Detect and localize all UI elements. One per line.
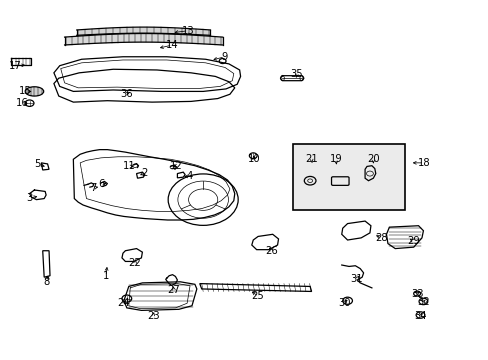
Text: 31: 31: [349, 274, 362, 284]
Text: 36: 36: [120, 89, 133, 99]
Text: 30: 30: [337, 298, 350, 308]
Text: 13: 13: [182, 26, 195, 36]
Text: 19: 19: [329, 154, 342, 164]
Text: 26: 26: [264, 246, 277, 256]
Text: 33: 33: [410, 289, 423, 298]
Text: 35: 35: [290, 68, 303, 78]
Text: 7: 7: [90, 183, 97, 193]
Text: 1: 1: [102, 271, 109, 282]
Text: 23: 23: [146, 311, 159, 321]
Bar: [292, 144, 404, 210]
Text: 27: 27: [167, 285, 180, 295]
Ellipse shape: [25, 87, 43, 96]
Text: 28: 28: [374, 233, 387, 243]
Text: 3: 3: [26, 193, 33, 203]
Text: 16: 16: [16, 98, 28, 108]
Text: 5: 5: [35, 159, 41, 169]
Text: 2: 2: [142, 168, 148, 178]
Text: 14: 14: [166, 40, 179, 50]
Text: 29: 29: [407, 237, 419, 247]
Text: 4: 4: [186, 171, 193, 181]
Text: 12: 12: [170, 161, 183, 171]
Text: 8: 8: [43, 277, 50, 287]
Text: 34: 34: [413, 311, 426, 321]
Text: 18: 18: [417, 158, 430, 168]
Text: 6: 6: [98, 179, 104, 189]
Text: 11: 11: [122, 161, 135, 171]
Text: 24: 24: [117, 298, 130, 308]
Text: 21: 21: [305, 154, 317, 164]
Text: 10: 10: [247, 154, 260, 164]
Text: 9: 9: [222, 52, 228, 62]
Text: 32: 32: [416, 297, 429, 307]
Text: 17: 17: [9, 61, 21, 71]
Text: 22: 22: [128, 258, 141, 268]
Text: 25: 25: [251, 291, 264, 301]
Text: 15: 15: [20, 86, 32, 96]
Text: 20: 20: [366, 154, 379, 164]
